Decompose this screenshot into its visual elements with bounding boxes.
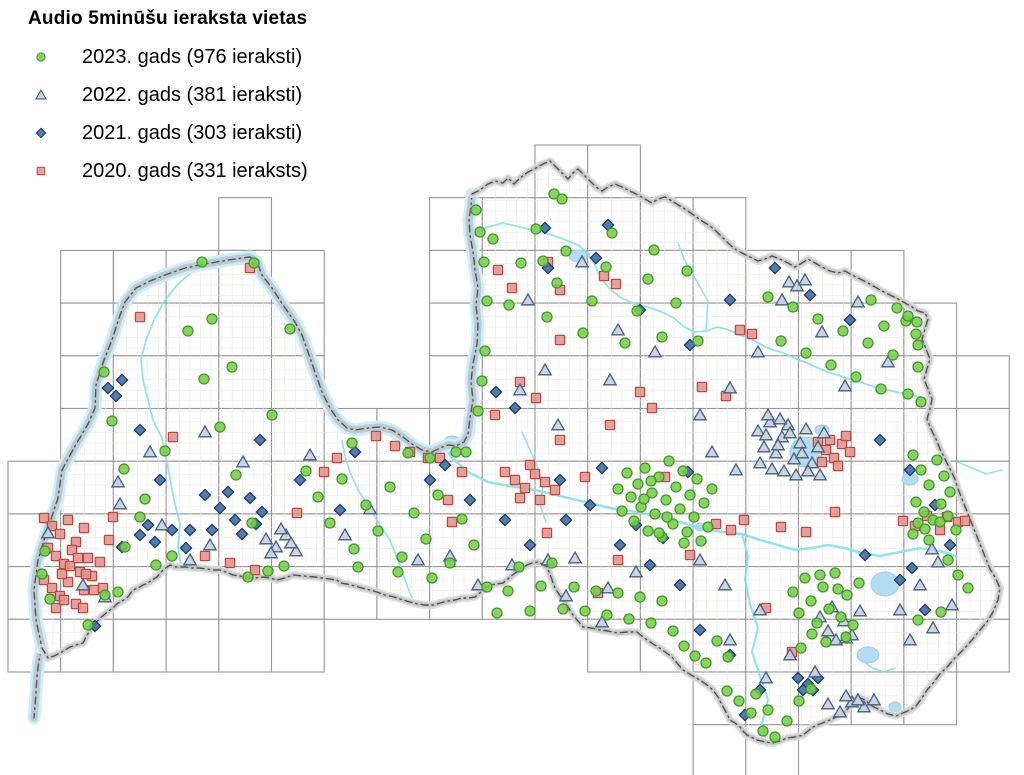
figure-title: Audio 5minūšu ieraksta vietas bbox=[28, 8, 308, 29]
legend-marker-square-icon bbox=[36, 166, 46, 176]
points-y2022 bbox=[40, 254, 960, 718]
legend-item-y2023: 2023. gads (976 ieraksti) bbox=[26, 38, 308, 76]
legend-marker-diamond-icon bbox=[35, 127, 47, 139]
legend-item-y2020: 2020. gads (331 ieraksts) bbox=[26, 152, 308, 190]
legend-marker-circle-icon bbox=[36, 52, 46, 62]
legend-rows: 2023. gads (976 ieraksti) 2022. gads (381… bbox=[26, 38, 308, 190]
legend-label: 2020. gads (331 ieraksts) bbox=[82, 159, 308, 182]
legend-label: 2023. gads (976 ieraksti) bbox=[82, 45, 303, 68]
legend-item-y2022: 2022. gads (381 ieraksti) bbox=[26, 76, 308, 114]
legend-item-y2021: 2021. gads (303 ieraksti) bbox=[26, 114, 308, 152]
legend: Audio 5minūšu ieraksta vietas 2023. gads… bbox=[26, 4, 308, 190]
coastline-south bbox=[27, 641, 49, 725]
fine-grid bbox=[34, 161, 1000, 743]
legend-marker-triangle-icon bbox=[34, 89, 48, 100]
country-border bbox=[38, 157, 1004, 747]
coastline bbox=[27, 187, 485, 655]
points-y2023 bbox=[36, 188, 974, 743]
legend-label: 2021. gads (303 ieraksti) bbox=[82, 121, 303, 144]
legend-label: 2022. gads (381 ieraksti) bbox=[82, 83, 303, 106]
